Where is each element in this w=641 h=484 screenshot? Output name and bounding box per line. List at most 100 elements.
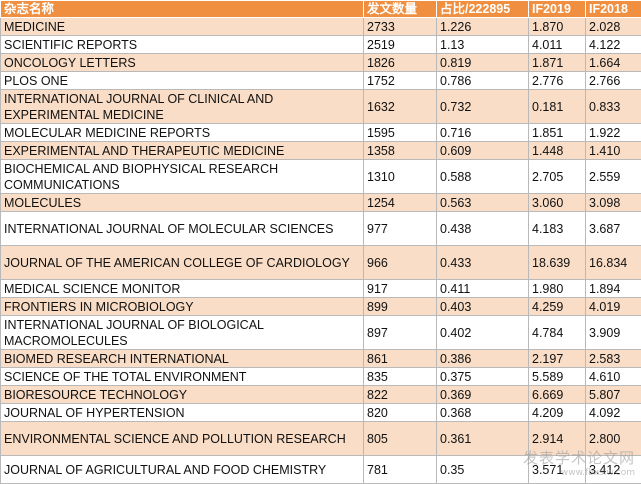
count-cell: 966 [364, 246, 437, 280]
if2019-cell: 1.980 [529, 280, 586, 298]
if2019-cell: 3.060 [529, 194, 586, 212]
ratio-cell: 0.35 [437, 456, 529, 484]
column-header-if2019: IF2019 [529, 1, 586, 18]
table-row: BIOMED RESEARCH INTERNATIONAL 861 0.386 … [1, 350, 641, 368]
journal-name-cell: FRONTIERS IN MICROBIOLOGY [1, 298, 364, 316]
if2018-cell: 2.583 [586, 350, 641, 368]
table-row: JOURNAL OF THE AMERICAN COLLEGE OF CARDI… [1, 246, 641, 280]
ratio-cell: 0.375 [437, 368, 529, 386]
journal-name-cell: SCIENTIFIC REPORTS [1, 36, 364, 54]
table-row: JOURNAL OF AGRICULTURAL AND FOOD CHEMIST… [1, 456, 641, 484]
table-row: ENVIRONMENTAL SCIENCE AND POLLUTION RESE… [1, 422, 641, 456]
table-row: INTERNATIONAL JOURNAL OF CLINICAL AND EX… [1, 90, 641, 124]
table-row: FRONTIERS IN MICROBIOLOGY 899 0.403 4.25… [1, 298, 641, 316]
count-cell: 822 [364, 386, 437, 404]
journal-name-cell: INTERNATIONAL JOURNAL OF MOLECULAR SCIEN… [1, 212, 364, 246]
count-cell: 820 [364, 404, 437, 422]
table-row: SCIENTIFIC REPORTS 2519 1.13 4.011 4.122 [1, 36, 641, 54]
if2018-cell: 0.833 [586, 90, 641, 124]
if2019-cell: 1.870 [529, 18, 586, 36]
count-cell: 899 [364, 298, 437, 316]
ratio-cell: 1.13 [437, 36, 529, 54]
count-cell: 781 [364, 456, 437, 484]
ratio-cell: 0.609 [437, 142, 529, 160]
if2018-cell: 2.028 [586, 18, 641, 36]
table-row: SCIENCE OF THE TOTAL ENVIRONMENT 835 0.3… [1, 368, 641, 386]
ratio-cell: 1.226 [437, 18, 529, 36]
journal-name-cell: JOURNAL OF THE AMERICAN COLLEGE OF CARDI… [1, 246, 364, 280]
ratio-cell: 0.819 [437, 54, 529, 72]
journal-name-cell: ENVIRONMENTAL SCIENCE AND POLLUTION RESE… [1, 422, 364, 456]
if2019-cell: 3.571 [529, 456, 586, 484]
journal-name-cell: JOURNAL OF AGRICULTURAL AND FOOD CHEMIST… [1, 456, 364, 484]
count-cell: 1632 [364, 90, 437, 124]
count-cell: 805 [364, 422, 437, 456]
ratio-cell: 0.386 [437, 350, 529, 368]
journal-name-cell: PLOS ONE [1, 72, 364, 90]
if2019-cell: 2.776 [529, 72, 586, 90]
journal-name-cell: MOLECULAR MEDICINE REPORTS [1, 124, 364, 142]
table-body: MEDICINE 2733 1.226 1.870 2.028 SCIENTIF… [1, 18, 641, 484]
if2019-cell: 1.851 [529, 124, 586, 142]
table-row: JOURNAL OF HYPERTENSION 820 0.368 4.209 … [1, 404, 641, 422]
journal-name-cell: MEDICINE [1, 18, 364, 36]
count-cell: 861 [364, 350, 437, 368]
if2018-cell: 5.807 [586, 386, 641, 404]
ratio-cell: 0.433 [437, 246, 529, 280]
if2018-cell: 2.559 [586, 160, 641, 194]
count-cell: 2733 [364, 18, 437, 36]
if2019-cell: 0.181 [529, 90, 586, 124]
journal-name-cell: BIOMED RESEARCH INTERNATIONAL [1, 350, 364, 368]
count-cell: 917 [364, 280, 437, 298]
if2018-cell: 3.412 [586, 456, 641, 484]
table-row: EXPERIMENTAL AND THERAPEUTIC MEDICINE 13… [1, 142, 641, 160]
if2018-cell: 1.922 [586, 124, 641, 142]
ratio-cell: 0.403 [437, 298, 529, 316]
count-cell: 2519 [364, 36, 437, 54]
if2018-cell: 4.019 [586, 298, 641, 316]
if2018-cell: 2.800 [586, 422, 641, 456]
if2019-cell: 4.209 [529, 404, 586, 422]
journal-name-cell: BIORESOURCE TECHNOLOGY [1, 386, 364, 404]
ratio-cell: 0.368 [437, 404, 529, 422]
table-row: MEDICINE 2733 1.226 1.870 2.028 [1, 18, 641, 36]
journal-name-cell: INTERNATIONAL JOURNAL OF BIOLOGICAL MACR… [1, 316, 364, 350]
journal-name-cell: SCIENCE OF THE TOTAL ENVIRONMENT [1, 368, 364, 386]
if2019-cell: 2.705 [529, 160, 586, 194]
journal-name-cell: MOLECULES [1, 194, 364, 212]
count-cell: 977 [364, 212, 437, 246]
table-header-row: 杂志名称 发文数量 占比/222895 IF2019 IF2018 [1, 1, 641, 18]
table-row: INTERNATIONAL JOURNAL OF MOLECULAR SCIEN… [1, 212, 641, 246]
if2019-cell: 2.197 [529, 350, 586, 368]
ratio-cell: 0.369 [437, 386, 529, 404]
count-cell: 1358 [364, 142, 437, 160]
column-header-if2018: IF2018 [586, 1, 641, 18]
journal-name-cell: BIOCHEMICAL AND BIOPHYSICAL RESEARCH COM… [1, 160, 364, 194]
column-header-journal-name: 杂志名称 [1, 1, 364, 18]
table-row: PLOS ONE 1752 0.786 2.776 2.766 [1, 72, 641, 90]
if2019-cell: 4.259 [529, 298, 586, 316]
if2018-cell: 3.687 [586, 212, 641, 246]
if2019-cell: 1.448 [529, 142, 586, 160]
if2018-cell: 4.122 [586, 36, 641, 54]
if2018-cell: 4.092 [586, 404, 641, 422]
if2019-cell: 6.669 [529, 386, 586, 404]
if2018-cell: 2.766 [586, 72, 641, 90]
if2019-cell: 2.914 [529, 422, 586, 456]
count-cell: 1752 [364, 72, 437, 90]
table-row: MOLECULES 1254 0.563 3.060 3.098 [1, 194, 641, 212]
table-row: ONCOLOGY LETTERS 1826 0.819 1.871 1.664 [1, 54, 641, 72]
count-cell: 835 [364, 368, 437, 386]
ratio-cell: 0.438 [437, 212, 529, 246]
ratio-cell: 0.411 [437, 280, 529, 298]
if2019-cell: 4.011 [529, 36, 586, 54]
ratio-cell: 0.361 [437, 422, 529, 456]
journal-name-cell: INTERNATIONAL JOURNAL OF CLINICAL AND EX… [1, 90, 364, 124]
ratio-cell: 0.716 [437, 124, 529, 142]
count-cell: 1310 [364, 160, 437, 194]
journal-name-cell: MEDICAL SCIENCE MONITOR [1, 280, 364, 298]
if2019-cell: 5.589 [529, 368, 586, 386]
column-header-publication-count: 发文数量 [364, 1, 437, 18]
count-cell: 1254 [364, 194, 437, 212]
